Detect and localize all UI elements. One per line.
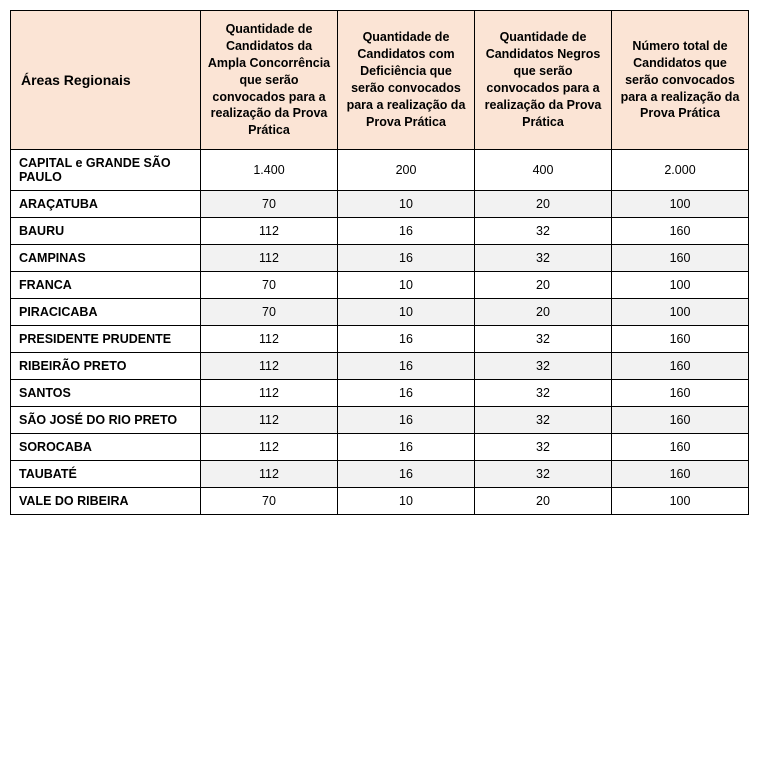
cell-def: 10 — [338, 488, 475, 515]
table-body: CAPITAL e GRANDE SÃO PAULO1.4002004002.0… — [11, 150, 749, 515]
cell-total: 160 — [612, 353, 749, 380]
table-row: VALE DO RIBEIRA701020100 — [11, 488, 749, 515]
cell-negros: 20 — [475, 191, 612, 218]
table-row: BAURU1121632160 — [11, 218, 749, 245]
cell-negros: 32 — [475, 380, 612, 407]
cell-def: 16 — [338, 380, 475, 407]
cell-ampla: 70 — [201, 272, 338, 299]
cell-region: ARAÇATUBA — [11, 191, 201, 218]
cell-negros: 32 — [475, 218, 612, 245]
cell-ampla: 70 — [201, 299, 338, 326]
cell-ampla: 112 — [201, 245, 338, 272]
cell-total: 160 — [612, 434, 749, 461]
cell-total: 160 — [612, 407, 749, 434]
table-row: SANTOS1121632160 — [11, 380, 749, 407]
cell-ampla: 112 — [201, 380, 338, 407]
cell-def: 10 — [338, 299, 475, 326]
cell-total: 160 — [612, 326, 749, 353]
table-row: FRANCA701020100 — [11, 272, 749, 299]
cell-negros: 32 — [475, 245, 612, 272]
col-header-region: Áreas Regionais — [11, 11, 201, 150]
table-row: SOROCABA1121632160 — [11, 434, 749, 461]
cell-negros: 32 — [475, 353, 612, 380]
regional-candidates-table: Áreas Regionais Quantidade de Candidatos… — [10, 10, 749, 515]
cell-def: 10 — [338, 191, 475, 218]
cell-def: 16 — [338, 218, 475, 245]
cell-negros: 400 — [475, 150, 612, 191]
cell-total: 160 — [612, 218, 749, 245]
cell-negros: 32 — [475, 407, 612, 434]
cell-negros: 32 — [475, 461, 612, 488]
table-row: TAUBATÉ1121632160 — [11, 461, 749, 488]
cell-negros: 32 — [475, 326, 612, 353]
table-row: ARAÇATUBA701020100 — [11, 191, 749, 218]
cell-ampla: 1.400 — [201, 150, 338, 191]
cell-region: CAMPINAS — [11, 245, 201, 272]
table-header-row: Áreas Regionais Quantidade de Candidatos… — [11, 11, 749, 150]
cell-region: RIBEIRÃO PRETO — [11, 353, 201, 380]
cell-region: CAPITAL e GRANDE SÃO PAULO — [11, 150, 201, 191]
col-header-deficiencia: Quantidade de Candidatos com Deficiência… — [338, 11, 475, 150]
cell-total: 100 — [612, 191, 749, 218]
cell-def: 10 — [338, 272, 475, 299]
cell-total: 100 — [612, 299, 749, 326]
cell-total: 160 — [612, 245, 749, 272]
table-row: PRESIDENTE PRUDENTE1121632160 — [11, 326, 749, 353]
cell-def: 16 — [338, 245, 475, 272]
cell-def: 16 — [338, 353, 475, 380]
cell-region: PRESIDENTE PRUDENTE — [11, 326, 201, 353]
cell-ampla: 112 — [201, 218, 338, 245]
cell-def: 16 — [338, 407, 475, 434]
cell-negros: 20 — [475, 299, 612, 326]
col-header-total: Número total de Candidatos que serão con… — [612, 11, 749, 150]
cell-ampla: 112 — [201, 461, 338, 488]
cell-total: 100 — [612, 272, 749, 299]
cell-def: 16 — [338, 434, 475, 461]
cell-negros: 20 — [475, 272, 612, 299]
cell-region: SANTOS — [11, 380, 201, 407]
cell-negros: 32 — [475, 434, 612, 461]
cell-region: VALE DO RIBEIRA — [11, 488, 201, 515]
cell-ampla: 112 — [201, 434, 338, 461]
table-row: RIBEIRÃO PRETO1121632160 — [11, 353, 749, 380]
cell-total: 2.000 — [612, 150, 749, 191]
cell-def: 200 — [338, 150, 475, 191]
cell-region: PIRACICABA — [11, 299, 201, 326]
cell-negros: 20 — [475, 488, 612, 515]
table-row: PIRACICABA701020100 — [11, 299, 749, 326]
table-row: CAPITAL e GRANDE SÃO PAULO1.4002004002.0… — [11, 150, 749, 191]
cell-total: 160 — [612, 380, 749, 407]
cell-total: 100 — [612, 488, 749, 515]
table-row: CAMPINAS1121632160 — [11, 245, 749, 272]
cell-def: 16 — [338, 326, 475, 353]
cell-def: 16 — [338, 461, 475, 488]
col-header-negros: Quantidade de Candidatos Negros que serã… — [475, 11, 612, 150]
cell-total: 160 — [612, 461, 749, 488]
cell-region: TAUBATÉ — [11, 461, 201, 488]
cell-ampla: 112 — [201, 407, 338, 434]
col-header-ampla: Quantidade de Candidatos da Ampla Concor… — [201, 11, 338, 150]
cell-ampla: 70 — [201, 488, 338, 515]
cell-region: BAURU — [11, 218, 201, 245]
cell-ampla: 70 — [201, 191, 338, 218]
cell-region: FRANCA — [11, 272, 201, 299]
table-row: SÃO JOSÉ DO RIO PRETO1121632160 — [11, 407, 749, 434]
cell-ampla: 112 — [201, 326, 338, 353]
cell-region: SOROCABA — [11, 434, 201, 461]
cell-region: SÃO JOSÉ DO RIO PRETO — [11, 407, 201, 434]
cell-ampla: 112 — [201, 353, 338, 380]
